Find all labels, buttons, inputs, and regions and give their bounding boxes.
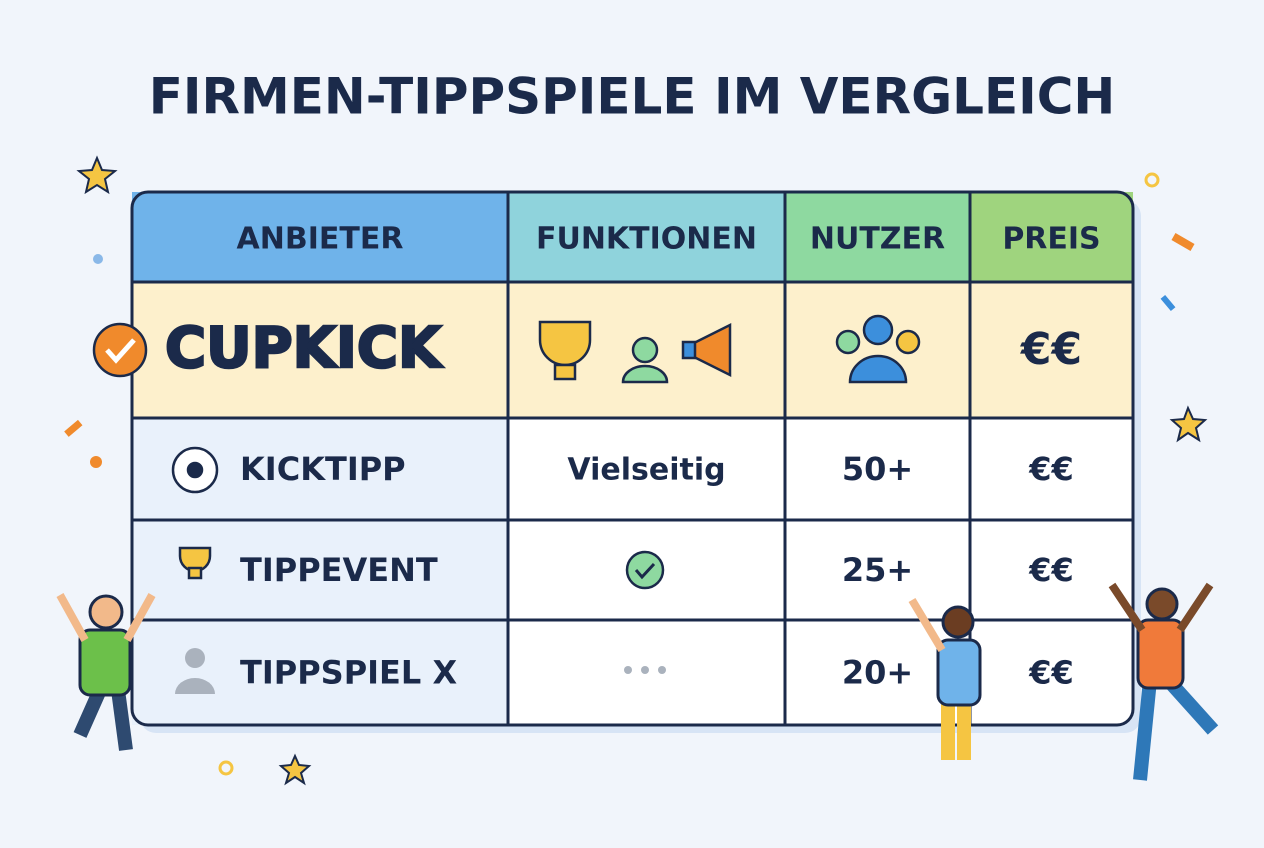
users-cell: 25+ <box>842 551 913 589</box>
title: FIRMEN-TIPPSPIELE IM VERGLEICH <box>149 68 1116 126</box>
decorations <box>64 155 1208 786</box>
icons <box>92 314 921 694</box>
price-cell: €€ <box>1028 654 1074 692</box>
people <box>56 582 1219 781</box>
column-header: FUNKTIONEN <box>536 222 757 257</box>
users-cell: 20+ <box>842 654 913 692</box>
column-header: ANBIETER <box>237 222 404 257</box>
price-cell: €€ <box>1020 324 1082 375</box>
provider-name: TIPPSPIEL X <box>240 654 457 692</box>
provider-name: TIPPEVENT <box>240 551 438 589</box>
users-cell: 50+ <box>842 450 913 488</box>
features-cell: Vielseitig <box>567 453 725 488</box>
table <box>130 190 1141 733</box>
provider-name: KICKTIPP <box>240 450 406 488</box>
column-header: NUTZER <box>810 222 945 257</box>
column-header: PREIS <box>1002 222 1100 257</box>
price-cell: €€ <box>1028 450 1074 488</box>
cupkick-logo: CUPKICK <box>165 316 444 381</box>
price-cell: €€ <box>1028 551 1074 589</box>
